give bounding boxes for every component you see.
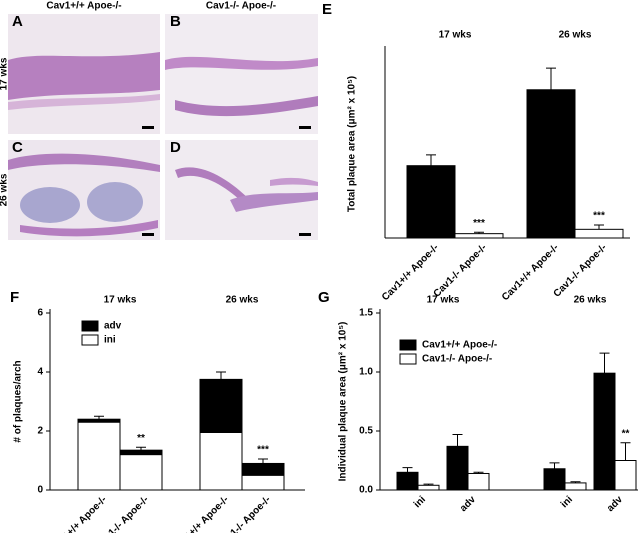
chart: G Individual plaque area (μm² x 10⁵) 0.0 0.…: [318, 289, 638, 514]
legend-label: Cav1+/+ Apoe-/-: [422, 340, 497, 351]
x-tick-label: Cav1+/+ Apoe-/-: [48, 494, 109, 533]
significance-label: **: [622, 428, 630, 439]
error-bar: [402, 467, 413, 473]
x-tick-label: Cav1-/- Apoe-/-: [552, 242, 609, 299]
error-bar: [426, 154, 436, 166]
error-bar: [136, 446, 146, 451]
bar-segment: [199, 378, 243, 433]
panel-label: B: [170, 13, 181, 30]
bar-segment: [241, 462, 285, 476]
error-bar: [94, 415, 104, 420]
significance-label: **: [137, 433, 145, 444]
legend-swatch: [399, 339, 417, 351]
x-tick-label: Cav1-/- Apoe-/-: [432, 242, 489, 299]
chart: E Total plaque area (μm² x 10⁵) 17 wks 26 w…: [322, 1, 630, 303]
bar-segment: [119, 449, 163, 456]
bar: [417, 484, 440, 491]
row-title: 26 wks: [0, 173, 10, 206]
error-bar: [549, 462, 560, 469]
bar: [396, 471, 419, 491]
panel-label: E: [322, 1, 332, 18]
error-bar: [452, 434, 463, 447]
panel-label: F: [10, 289, 19, 306]
x-tick-label: ini: [559, 494, 575, 510]
bar: [614, 460, 637, 491]
bar: [406, 165, 456, 239]
x-tick-label: Cav1+/+ Apoe-/-: [500, 242, 561, 303]
panel-label: C: [12, 139, 23, 156]
y-axis-label: Individual plaque area (μm² x 10⁵): [338, 322, 349, 482]
row-title: 17 wks: [0, 57, 10, 90]
significance-label: ***: [473, 218, 485, 229]
x-tick-label: ini: [412, 494, 428, 510]
error-bar: [258, 458, 268, 464]
error-bar: [423, 483, 434, 486]
panel-label: D: [170, 139, 181, 156]
legend-swatch: [399, 353, 417, 365]
column-title: Cav1-/- Apoe-/-: [206, 1, 276, 12]
x-tick-label: adv: [458, 494, 478, 514]
bar: [467, 472, 490, 491]
bar: [564, 482, 587, 491]
x-tick-label: Cav1+/+ Apoe-/-: [170, 494, 231, 533]
y-tick-label: 1.5: [359, 308, 373, 319]
bar-segment: [77, 418, 121, 423]
x-tick-label: adv: [605, 494, 625, 514]
bar: [526, 89, 576, 239]
y-axis-label: # of plaques/arch: [13, 360, 24, 442]
bar-segment: [119, 454, 163, 491]
group-label: 17 wks: [427, 295, 460, 306]
y-tick-label: 1.0: [359, 367, 373, 378]
group-label: 26 wks: [574, 295, 607, 306]
bar: [574, 228, 624, 239]
column-title: Cav1+/+ Apoe-/-: [46, 1, 121, 12]
error-bar: [570, 481, 581, 483]
panel-label: A: [12, 13, 23, 30]
group-label: 26 wks: [559, 30, 592, 41]
group-label: 17 wks: [104, 295, 137, 306]
group-label: 26 wks: [226, 295, 259, 306]
bar-segment: [241, 474, 285, 491]
significance-label: ***: [593, 211, 605, 222]
bar: [593, 372, 616, 491]
y-tick-label: 6: [37, 308, 43, 319]
histology-images: [8, 14, 318, 240]
legend-label: adv: [104, 321, 122, 332]
y-tick-label: 0: [37, 485, 43, 496]
legend-swatch: [81, 334, 99, 346]
bar: [446, 445, 469, 491]
error-bar: [546, 67, 556, 90]
legend-swatch: [81, 320, 99, 332]
panel-label: G: [318, 289, 330, 306]
y-tick-label: 2: [37, 426, 43, 437]
bar-segment: [77, 421, 121, 491]
error-bar: [474, 231, 484, 234]
group-label: 17 wks: [439, 30, 472, 41]
legend-label: ini: [104, 335, 116, 346]
significance-label: ***: [257, 445, 269, 456]
bar: [543, 468, 566, 491]
error-bar: [594, 224, 604, 230]
y-tick-label: 0.0: [359, 485, 373, 496]
y-axis-label: Total plaque area (μm² x 10⁵): [347, 76, 358, 212]
bar-segment: [199, 431, 243, 491]
error-bar: [620, 442, 631, 461]
legend-label: Cav1-/- Apoe-/-: [422, 354, 492, 365]
error-bar: [599, 352, 610, 374]
bar: [454, 233, 504, 239]
y-tick-label: 4: [37, 367, 43, 378]
error-bar: [216, 371, 226, 380]
error-bar: [473, 471, 484, 474]
y-tick-label: 0.5: [359, 426, 373, 437]
